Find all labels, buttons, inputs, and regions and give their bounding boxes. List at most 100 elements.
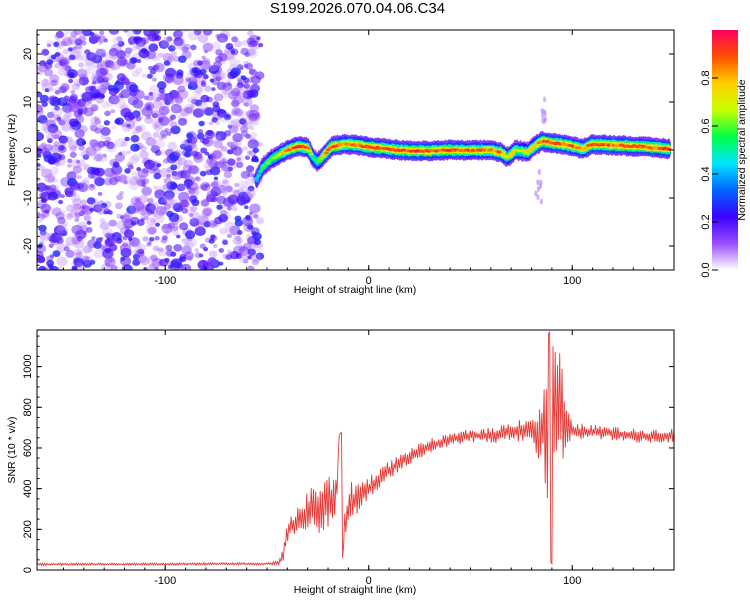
noise-blob: [46, 259, 55, 267]
noise-blob: [75, 113, 83, 120]
noise-blob: [218, 261, 224, 266]
noise-blob: [104, 60, 114, 68]
noise-blob: [203, 247, 209, 252]
noise-blob: [78, 179, 91, 190]
noise-blob: [70, 30, 78, 37]
noise-blob: [236, 239, 242, 244]
noise-blob: [100, 48, 107, 54]
noise-blob: [189, 217, 196, 223]
noise-blob: [57, 119, 63, 124]
noise-blob: [84, 68, 91, 75]
noise-blob: [164, 230, 170, 235]
noise-blob: [240, 170, 250, 179]
noise-blob: [230, 48, 239, 56]
noise-blob: [222, 161, 228, 166]
noise-blob: [217, 185, 228, 195]
noise-blob: [226, 233, 232, 238]
noise-blob: [55, 90, 60, 95]
noise-blob: [128, 155, 139, 165]
noise-blob: [147, 31, 159, 42]
noise-blob: [49, 184, 57, 191]
noise-blob: [162, 158, 170, 164]
noise-blob: [37, 146, 43, 156]
noise-blob: [77, 175, 82, 180]
noise-blob: [100, 127, 111, 136]
noise-blob: [77, 111, 83, 116]
noise-blob: [37, 182, 47, 192]
noise-blob: [178, 191, 190, 202]
noise-blob: [231, 99, 240, 108]
noise-blob: [187, 96, 198, 105]
noise-blob: [59, 136, 68, 143]
noise-blob: [230, 67, 241, 77]
noise-blob: [244, 188, 256, 199]
noise-blob: [161, 117, 171, 126]
noise-blob: [225, 185, 233, 193]
y-tick-label: 0: [22, 147, 34, 153]
noise-blob: [93, 204, 103, 213]
noise-blob: [169, 128, 175, 134]
noise-blob: [130, 208, 137, 215]
noise-blob: [235, 91, 241, 96]
noise-blob: [213, 244, 218, 248]
noise-blob: [225, 50, 232, 55]
noise-blob: [190, 44, 197, 51]
noise-blob: [54, 105, 60, 111]
noise-blob: [108, 30, 120, 35]
noise-blob: [112, 36, 123, 45]
noise-blob: [41, 143, 47, 148]
noise-blob: [129, 165, 134, 170]
noise-blob: [168, 199, 180, 209]
noise-blob: [157, 117, 164, 123]
noise-blob: [221, 158, 227, 164]
noise-blob: [144, 102, 155, 111]
noise-blob: [99, 236, 104, 241]
noise-blob: [140, 179, 146, 185]
noise-blob: [80, 150, 91, 159]
noise-blob: [98, 78, 104, 83]
noise-blob: [227, 90, 239, 100]
noise-blob: [65, 249, 75, 258]
noise-blob: [115, 117, 124, 126]
noise-blob: [110, 95, 120, 104]
noise-blob: [60, 82, 70, 91]
noise-blob: [186, 237, 198, 247]
noise-blob: [101, 202, 108, 209]
noise-blob: [219, 37, 226, 42]
noise-blob: [193, 91, 202, 98]
noise-blob: [126, 205, 137, 215]
noise-blob: [138, 194, 149, 204]
noise-blob: [49, 254, 55, 258]
noise-blob: [49, 79, 58, 87]
noise-blob: [148, 65, 154, 71]
noise-blob: [111, 164, 123, 175]
noise-blob: [146, 211, 152, 216]
noise-blob: [116, 173, 127, 182]
noise-blob: [37, 65, 44, 76]
noise-blob: [141, 131, 152, 141]
noise-blob: [152, 245, 160, 252]
noise-blob: [245, 178, 255, 186]
noise-blob: [170, 40, 181, 49]
noise-blob: [70, 193, 81, 203]
noise-blob: [58, 119, 66, 126]
noise-blob: [174, 95, 183, 103]
ridge-spike: [539, 198, 543, 205]
noise-blob: [227, 206, 232, 211]
noise-blob: [133, 175, 141, 182]
noise-blob: [231, 206, 238, 212]
noise-blob: [253, 239, 261, 246]
noise-blob: [135, 125, 143, 132]
snr-y-ticks: 0 200 400 600 800 1000: [22, 335, 674, 573]
noise-blob: [175, 174, 182, 179]
noise-blob: [230, 111, 237, 117]
noise-blob: [131, 118, 138, 124]
noise-blob: [238, 180, 248, 189]
ridge-cell: [309, 152, 314, 156]
noise-blob: [230, 87, 241, 97]
noise-blob: [60, 97, 67, 104]
noise-blob: [60, 122, 72, 133]
noise-blob: [249, 126, 254, 131]
noise-blob: [252, 232, 262, 241]
